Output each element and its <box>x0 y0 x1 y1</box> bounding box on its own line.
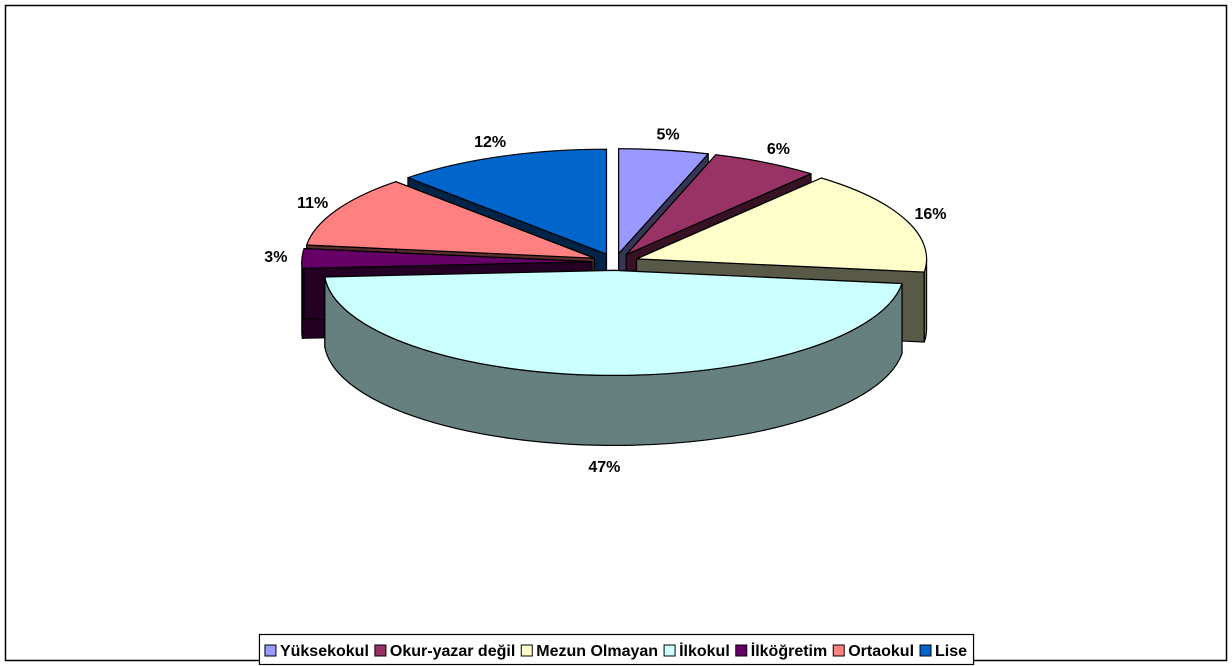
slice-top <box>407 148 608 255</box>
legend-label: İlkokul <box>679 642 730 660</box>
legend-swatch <box>374 644 387 657</box>
legend-label: Lise <box>935 643 967 660</box>
legend-swatch <box>520 644 533 657</box>
slice-top <box>301 247 593 269</box>
slice-top <box>625 154 812 256</box>
slice-top <box>306 181 595 259</box>
data-label: 47% <box>588 459 620 476</box>
slice-side <box>301 261 303 339</box>
data-label: 11% <box>297 195 328 212</box>
data-label: 6% <box>767 141 790 158</box>
data-label: 3% <box>264 249 287 266</box>
data-label: 16% <box>914 206 946 223</box>
slice-top <box>324 269 903 376</box>
data-label: 12% <box>474 134 506 151</box>
legend-swatch <box>735 644 748 657</box>
legend-label: Mezun Olmayan <box>536 643 658 660</box>
slice-top <box>618 148 709 255</box>
pie-slice <box>324 269 903 446</box>
legend-swatch <box>832 644 845 657</box>
legend-label: Yüksekokul <box>280 643 369 660</box>
slice-top <box>635 177 928 273</box>
legend-swatch <box>264 644 277 657</box>
legend-label: İlköğretim <box>751 642 827 660</box>
legend-swatch <box>919 644 932 657</box>
legend-swatch <box>663 644 676 657</box>
legend-label: Ortaokul <box>848 643 914 660</box>
legend-label: Okur-yazar değil <box>390 643 515 660</box>
data-label: 5% <box>657 127 680 144</box>
